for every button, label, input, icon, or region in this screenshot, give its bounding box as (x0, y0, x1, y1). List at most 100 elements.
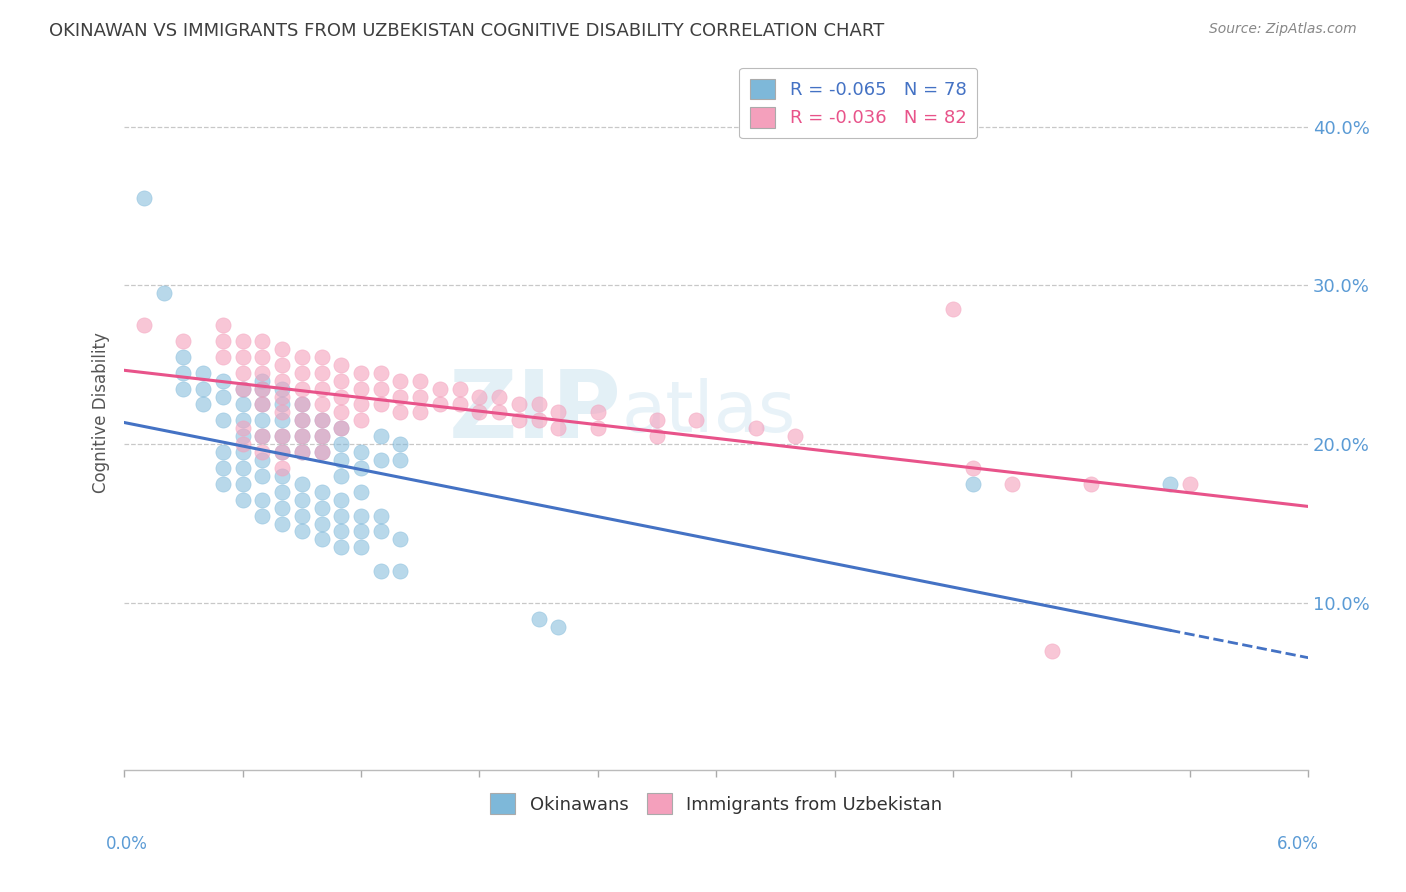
Point (291, 445, 314, 459)
Point (350, 508, 373, 523)
Point (152, 286, 174, 301)
Point (252, 429, 274, 443)
Point (252, 334, 274, 348)
Point (311, 366, 333, 380)
Point (350, 397, 373, 411)
Text: Source: ZipAtlas.com: Source: ZipAtlas.com (1209, 22, 1357, 37)
Point (191, 382, 214, 396)
Point (527, 397, 550, 411)
Point (370, 508, 392, 523)
Point (291, 476, 314, 491)
Point (1159, 476, 1181, 491)
Point (252, 508, 274, 523)
Point (311, 516, 333, 531)
Point (252, 453, 274, 467)
Point (291, 413, 314, 427)
Point (271, 413, 294, 427)
Point (212, 476, 235, 491)
Point (370, 453, 392, 467)
Point (429, 382, 451, 396)
Point (330, 405, 353, 419)
Point (429, 397, 451, 411)
Point (586, 405, 609, 419)
Point (252, 413, 274, 427)
Point (271, 342, 294, 356)
Point (232, 397, 254, 411)
Point (271, 445, 294, 459)
Legend: Okinawans, Immigrants from Uzbekistan: Okinawans, Immigrants from Uzbekistan (482, 786, 949, 822)
Point (132, 191, 155, 205)
Point (252, 469, 274, 483)
Point (1080, 476, 1102, 491)
Text: atlas: atlas (621, 378, 796, 447)
Point (488, 405, 510, 419)
Point (291, 445, 314, 459)
Point (271, 500, 294, 515)
Point (252, 397, 274, 411)
Point (232, 445, 254, 459)
Point (311, 413, 333, 427)
Point (409, 405, 432, 419)
Point (527, 413, 550, 427)
Point (370, 429, 392, 443)
Point (291, 429, 314, 443)
Point (468, 405, 491, 419)
Point (389, 533, 412, 547)
Point (389, 437, 412, 451)
Point (350, 484, 373, 499)
Point (370, 524, 392, 539)
Point (212, 413, 235, 427)
Point (311, 429, 333, 443)
Point (271, 382, 294, 396)
Point (252, 382, 274, 396)
Point (271, 374, 294, 388)
Point (252, 397, 274, 411)
Point (547, 405, 569, 419)
Point (389, 390, 412, 404)
Point (271, 461, 294, 475)
Point (271, 445, 294, 459)
Point (311, 484, 333, 499)
Point (330, 453, 353, 467)
Point (172, 382, 194, 396)
Point (785, 429, 807, 443)
Point (685, 413, 707, 427)
Point (350, 541, 373, 555)
Point (1040, 643, 1063, 657)
Text: ZIP: ZIP (449, 367, 621, 458)
Point (232, 366, 254, 380)
Point (291, 429, 314, 443)
Y-axis label: Cognitive Disability: Cognitive Disability (93, 332, 110, 493)
Point (232, 334, 254, 348)
Point (291, 397, 314, 411)
Point (232, 413, 254, 427)
Point (232, 429, 254, 443)
Point (330, 390, 353, 404)
Point (311, 533, 333, 547)
Point (232, 492, 254, 507)
Point (212, 318, 235, 332)
Point (330, 541, 353, 555)
Point (311, 382, 333, 396)
Point (252, 382, 274, 396)
Point (389, 564, 412, 578)
Point (212, 445, 235, 459)
Point (311, 445, 333, 459)
Text: OKINAWAN VS IMMIGRANTS FROM UZBEKISTAN COGNITIVE DISABILITY CORRELATION CHART: OKINAWAN VS IMMIGRANTS FROM UZBEKISTAN C… (49, 22, 884, 40)
Point (311, 350, 333, 364)
Point (232, 350, 254, 364)
Point (212, 350, 235, 364)
Text: 0.0%: 0.0% (105, 835, 148, 853)
Point (311, 429, 333, 443)
Point (350, 382, 373, 396)
Point (311, 445, 333, 459)
Point (212, 461, 235, 475)
Point (547, 421, 569, 435)
Point (370, 382, 392, 396)
Point (330, 437, 353, 451)
Point (291, 366, 314, 380)
Point (330, 374, 353, 388)
Point (232, 461, 254, 475)
Point (449, 382, 471, 396)
Point (942, 302, 965, 317)
